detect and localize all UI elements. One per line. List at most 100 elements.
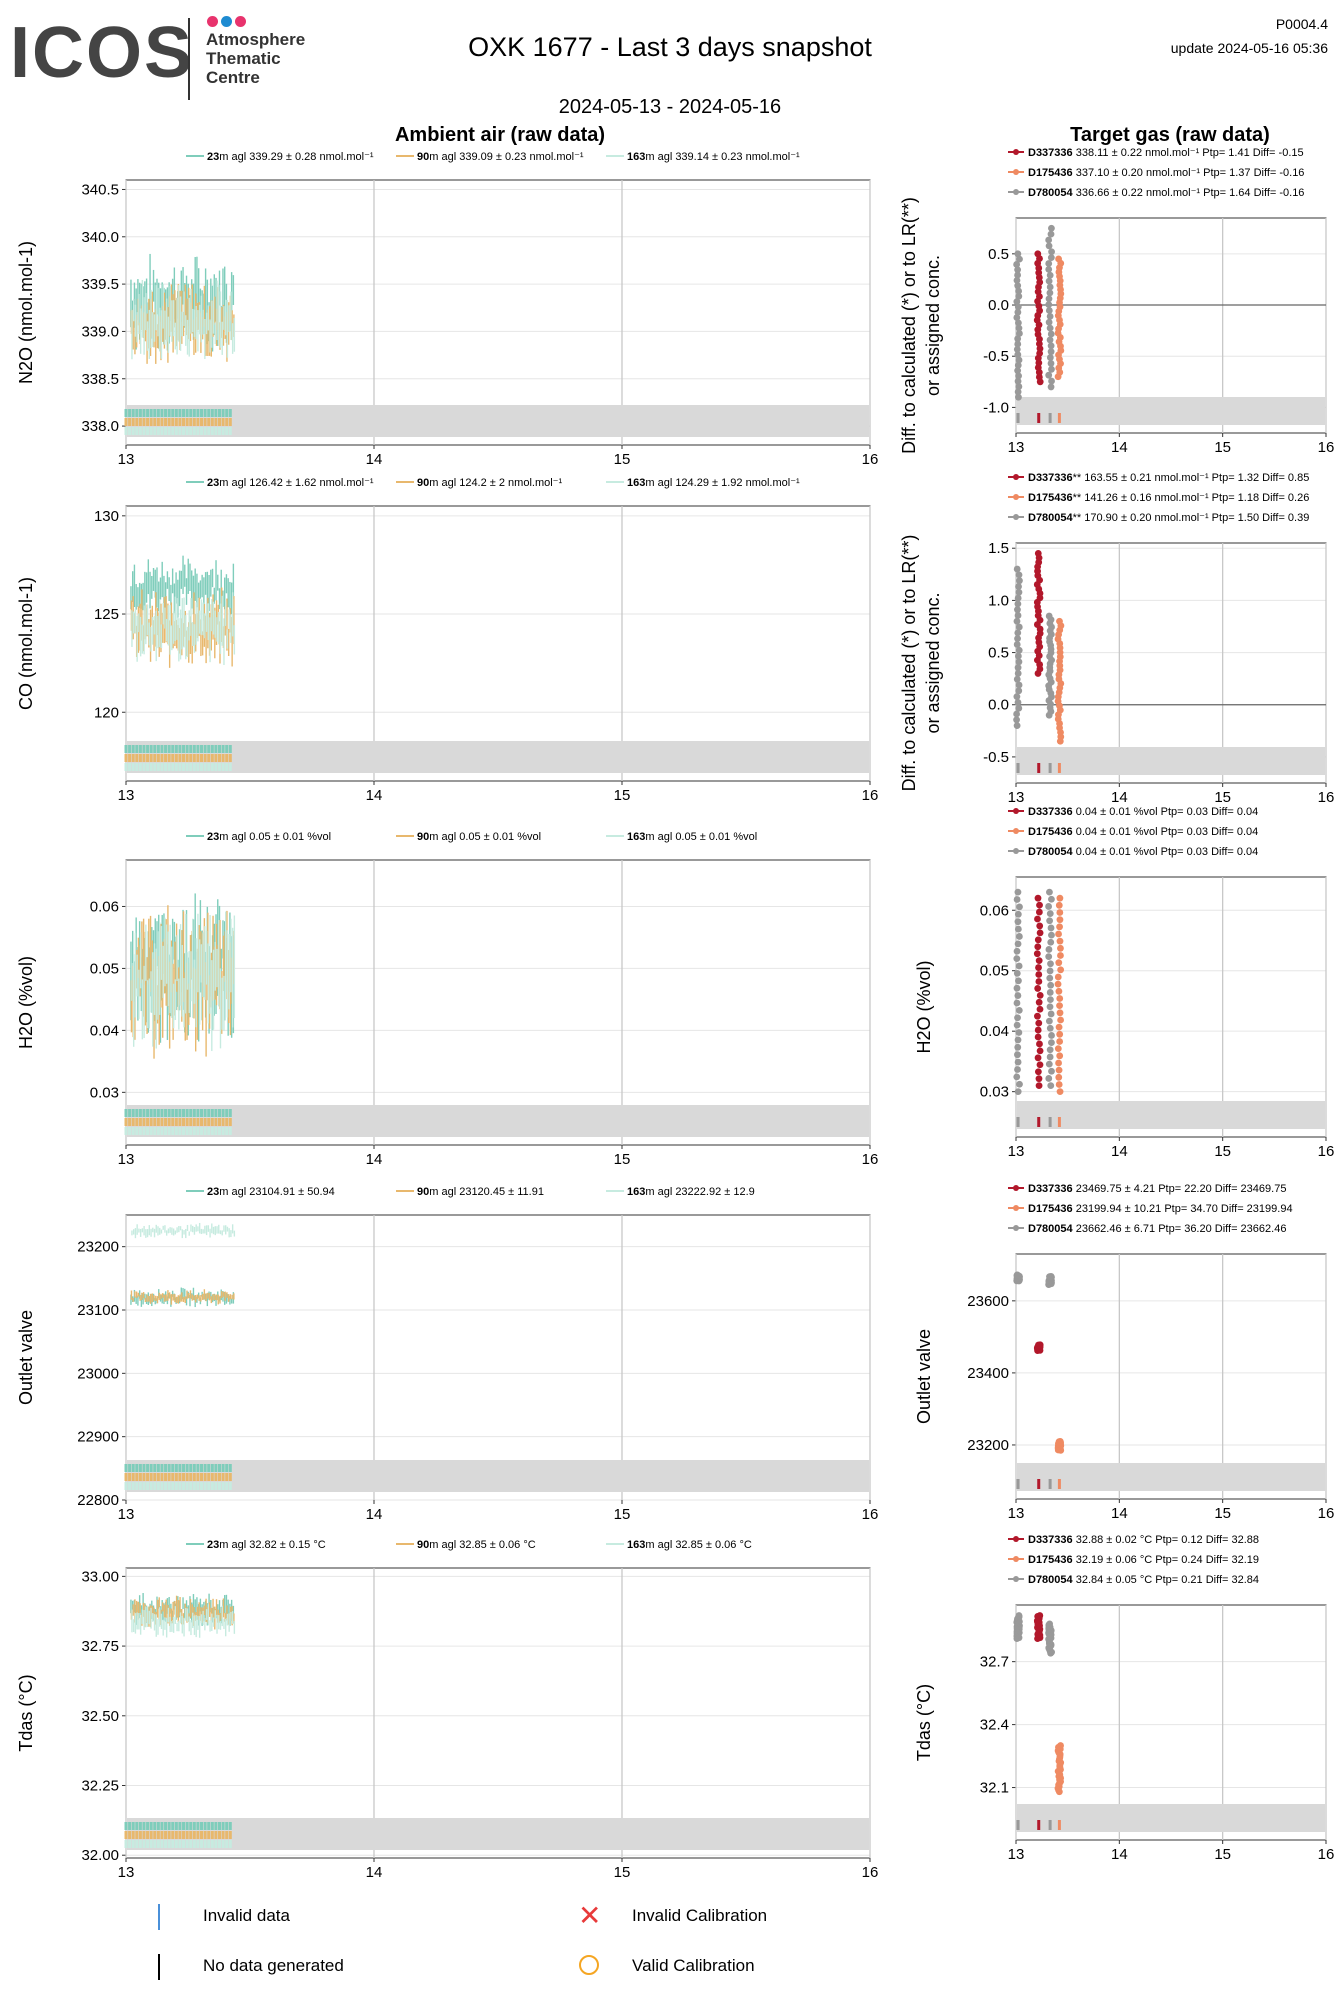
panel-ambient-4-ytick-label: 23100 (77, 1302, 119, 1319)
panel-ambient-2-xtick-label: 15 (614, 787, 631, 804)
panel-target-1-data-point (1014, 377, 1022, 385)
panel-ambient-2-ytick-label: 120 (94, 704, 119, 721)
panel-target-5-data-point (1057, 1742, 1064, 1749)
panel-ambient-4-series-3 (124, 1222, 236, 1490)
panel-ambient-5-ytick-label: 32.50 (81, 1708, 119, 1725)
panel-target-4-flag-band (1017, 1463, 1325, 1491)
panel-target-1-data-point (1016, 255, 1023, 263)
panel-ambient-2-legend-stat: m agl 126.42 ± 1.62 nmol.mol⁻¹ (219, 477, 374, 489)
panel-target-1-data-point (1035, 340, 1043, 348)
panel-ambient-5-legend: 23m agl 32.82 ± 0.15 °C 90m agl 32.85 ± 0… (186, 1539, 752, 1551)
panel-target-2-flag-band (1017, 747, 1325, 775)
panel-target-1-ylabel-line2: or assigned conc. (923, 255, 943, 396)
panel-target-1-ylabel: Diff. to calculated (*) or to LR(**) or a… (899, 197, 943, 454)
panel-target-3-data-point (1015, 977, 1022, 985)
panel-target-4-data-point (1013, 1271, 1021, 1279)
panel-target-2-legend-tank: D780054 (1028, 512, 1074, 524)
panel-target-3-legend-dot (1013, 808, 1019, 814)
date-range: 2024-05-13 - 2024-05-16 (558, 96, 782, 118)
panel-ambient-2-xtick-label: 13 (118, 787, 135, 804)
panel-target-2-data-point (1013, 641, 1021, 648)
panel-target-3-data-point (1035, 978, 1043, 985)
panel-target-3-xtick-label: 15 (1214, 1143, 1231, 1160)
panel-target-1-series-D337336-1 (1033, 250, 1044, 423)
panel-target-3-data-point (1056, 1002, 1063, 1010)
panel-target-2-data-point (1013, 716, 1020, 724)
panel-target-3-data-point (1035, 957, 1043, 965)
footer-legend-valid-calibration: Valid Calibration (632, 1956, 755, 1975)
panel-ambient-2-flag-band (127, 741, 869, 773)
panel-ambient-5-legend-stat: m agl 32.82 ± 0.15 °C (219, 1539, 325, 1551)
panel-target-3-data-point (1047, 960, 1054, 968)
panel-target-3-data-point (1055, 1073, 1063, 1081)
panel-target-3-data-point (1046, 1024, 1054, 1032)
panel-target-3-data-point (1016, 903, 1023, 911)
panel-target-3-data-point (1056, 1088, 1064, 1096)
panel-ambient-4-xtick-label: 14 (366, 1506, 383, 1523)
panel-ambient-2-ytick-label: 130 (94, 508, 119, 525)
panel-ambient-1-flag-band (127, 405, 869, 437)
panel-ambient-4-ytick-label: 23000 (77, 1365, 119, 1382)
panel-ambient-5-ytick-label: 33.00 (81, 1568, 119, 1585)
panel-target-2-ylabel-line1: Diff. to calculated (*) or to LR(**) (899, 535, 919, 792)
panel-target-3-xtick-label: 14 (1111, 1143, 1128, 1160)
panel-target-1-data-point (1015, 356, 1023, 364)
panel-target-3-data-point (1035, 971, 1043, 978)
panel-ambient-3-frame (125, 859, 871, 1146)
panel-ambient-3-xtick-label: 15 (614, 1151, 631, 1168)
panel-target-1-data-point (1045, 307, 1053, 314)
panel-target-2-legend: D337336** 163.55 ± 0.21 nmol.mol⁻¹ Ptp= … (1008, 472, 1309, 524)
panel-target-2-legend-stat: ** 141.26 ± 0.16 nmol.mol⁻¹ Ptp= 1.18 Di… (1073, 492, 1310, 504)
panel-target-1-data-point (1046, 312, 1054, 320)
panel-target-2-data-point (1015, 571, 1023, 579)
panel-target-2-data-point (1014, 652, 1022, 660)
logo-subtitle-line-1: Atmosphere (206, 30, 306, 49)
panel-target-3-series-D337336-1 (1033, 894, 1044, 1127)
logo-subtitle-line-3: Centre (206, 68, 260, 87)
logo-dot-magenta (235, 16, 246, 27)
panel-target-3-data-point (1035, 1019, 1043, 1027)
panel-target-1-data-point (1014, 388, 1022, 396)
panel-target-3-data-point (1036, 1047, 1044, 1055)
panel-ambient-1-xtick-label: 16 (862, 451, 879, 468)
panel-target-2-ytick-label: 0.5 (988, 645, 1009, 662)
panel-target-1-ytick-label: -0.5 (983, 348, 1009, 365)
panel-target-1-xtick-label: 14 (1111, 439, 1128, 456)
panel-target-3-data-point (1036, 1061, 1044, 1069)
panel-target-3-data-point (1047, 1010, 1055, 1018)
panel-target-3-data-point (1014, 1051, 1021, 1059)
panel-target-3-data-point (1014, 1058, 1022, 1066)
panel-target-2-ytick-label: 0.0 (988, 697, 1009, 714)
panel-target-2-series-D337336-1 (1033, 550, 1044, 773)
panel-target-3-data-point (1055, 1059, 1062, 1067)
panel-target-3-series-D780054-3 (1013, 888, 1023, 1127)
panel-target-4-data-point (1036, 1341, 1044, 1349)
panel-target-3-data-point (1054, 973, 1062, 981)
panel-target-5-xtick-label: 14 (1111, 1846, 1128, 1863)
panel-target-4-legend-dot (1013, 1205, 1019, 1211)
ambient-heading: Ambient air (raw data) (394, 124, 606, 146)
panel-target-1-data-point (1013, 298, 1021, 306)
panel-target-5-data-point (1036, 1612, 1044, 1619)
panel-target-1-data-point (1015, 372, 1022, 380)
update-timestamp: update 2024-05-16 05:36 (1170, 40, 1328, 56)
panel-ambient-3-flag-band (127, 1105, 869, 1137)
panel-target-3-group: 0.03 0.04 0.05 0.06 13 14 15 16 H2O (%vol) D33733… (914, 806, 1334, 1160)
panel-target-1-data-point (1014, 308, 1022, 316)
panel-ambient-3-ytick-label: 0.06 (90, 898, 119, 915)
panel-ambient-3-ytick-label: 0.03 (90, 1084, 119, 1101)
panel-target-3-xtick-label: 16 (1318, 1143, 1335, 1160)
panel-target-1-legend-dot (1013, 169, 1019, 175)
panel-target-5-legend-entry: D175436 32.19 ± 0.06 °C Ptp= 0.24 Diff= … (1028, 1554, 1259, 1566)
panel-target-5-legend-stat: 32.19 ± 0.06 °C Ptp= 0.24 Diff= 32.19 (1073, 1554, 1259, 1566)
panel-target-3-data-point (1055, 1066, 1063, 1074)
panel-target-1-data-point (1015, 287, 1023, 295)
panel-target-3-legend: D337336 0.04 ± 0.01 %vol Ptp= 0.03 Diff=… (1008, 806, 1258, 858)
panel-target-5-legend: D337336 32.88 ± 0.02 °C Ptp= 0.12 Diff= … (1008, 1534, 1259, 1586)
panel-target-3-data-point (1046, 989, 1054, 996)
panel-target-3-data-point (1013, 947, 1021, 955)
panel-target-3-flag-band (1017, 1101, 1325, 1129)
panel-ambient-3-legend-entry: 23m agl 0.05 ± 0.01 %vol (207, 831, 331, 843)
